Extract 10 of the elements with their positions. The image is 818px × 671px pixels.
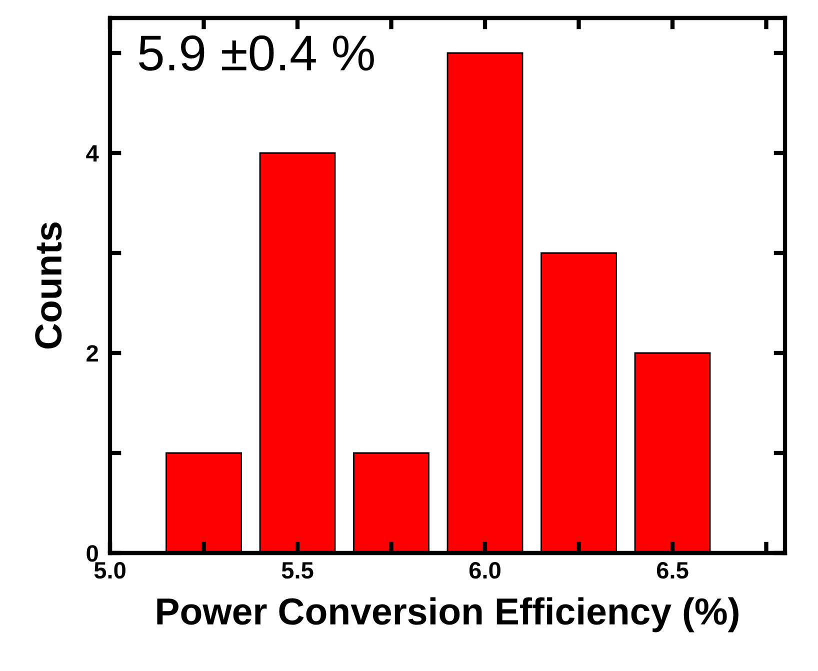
y-tick-label: 2 xyxy=(86,345,98,362)
x-tick-label: 5.5 xyxy=(282,562,314,579)
y-axis-title: Counts xyxy=(35,222,62,349)
y-tick-label: 4 xyxy=(86,145,99,162)
x-tick-label: 5.0 xyxy=(94,562,126,579)
x-axis-title: Power Conversion Efficiency (%) xyxy=(157,597,738,632)
x-tick-label: 6.5 xyxy=(656,562,688,579)
x-tick-label: 6.0 xyxy=(469,562,500,579)
y-tick-label: 0 xyxy=(86,545,98,562)
annotation: 5.9 ±0.4 % xyxy=(139,35,374,71)
